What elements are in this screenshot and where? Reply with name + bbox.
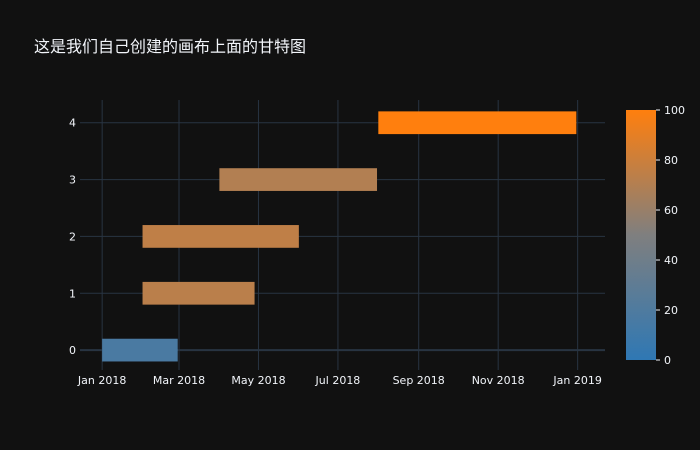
- gantt-bar[interactable]: [142, 225, 299, 248]
- x-tick-label: Jan 2019: [552, 374, 601, 387]
- y-tick-label: 0: [69, 344, 76, 357]
- colorbar-tick-label: 0: [664, 354, 671, 367]
- y-tick-label: 4: [69, 117, 76, 130]
- colorbar-tick-label: 100: [664, 104, 685, 117]
- colorbar: [626, 110, 656, 360]
- gantt-bar[interactable]: [102, 338, 178, 362]
- x-tick-label: Mar 2018: [153, 374, 205, 387]
- x-tick-label: Jan 2018: [77, 374, 126, 387]
- colorbar-tick-label: 80: [664, 154, 678, 167]
- colorbar-tick-label: 40: [664, 254, 678, 267]
- x-tick-label: Sep 2018: [393, 374, 445, 387]
- colorbar-tick-label: 20: [664, 304, 678, 317]
- y-tick-label: 1: [69, 287, 76, 300]
- x-tick-label: Nov 2018: [472, 374, 525, 387]
- colorbar-tick-label: 60: [664, 204, 678, 217]
- y-tick-label: 2: [69, 230, 76, 243]
- gantt-bar[interactable]: [142, 281, 255, 305]
- chart-title: 这是我们自己创建的画布上面的甘特图: [34, 37, 307, 56]
- x-tick-label: Jul 2018: [315, 374, 361, 387]
- gantt-bar[interactable]: [219, 168, 378, 191]
- x-tick-label: May 2018: [231, 374, 285, 387]
- gantt-bar[interactable]: [378, 111, 577, 135]
- y-tick-label: 3: [69, 174, 76, 187]
